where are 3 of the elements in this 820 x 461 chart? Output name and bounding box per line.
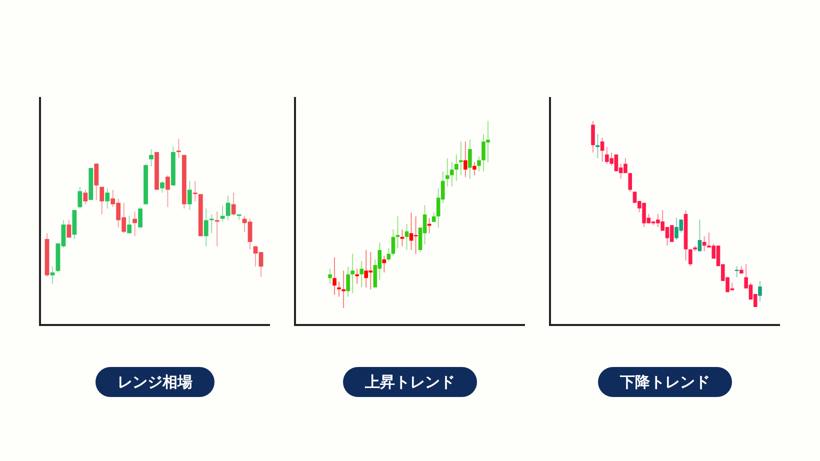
title: 上昇トレンド <box>343 367 477 397</box>
title: 下降トレンド <box>598 367 732 397</box>
title: レンジ相場 <box>96 367 214 397</box>
